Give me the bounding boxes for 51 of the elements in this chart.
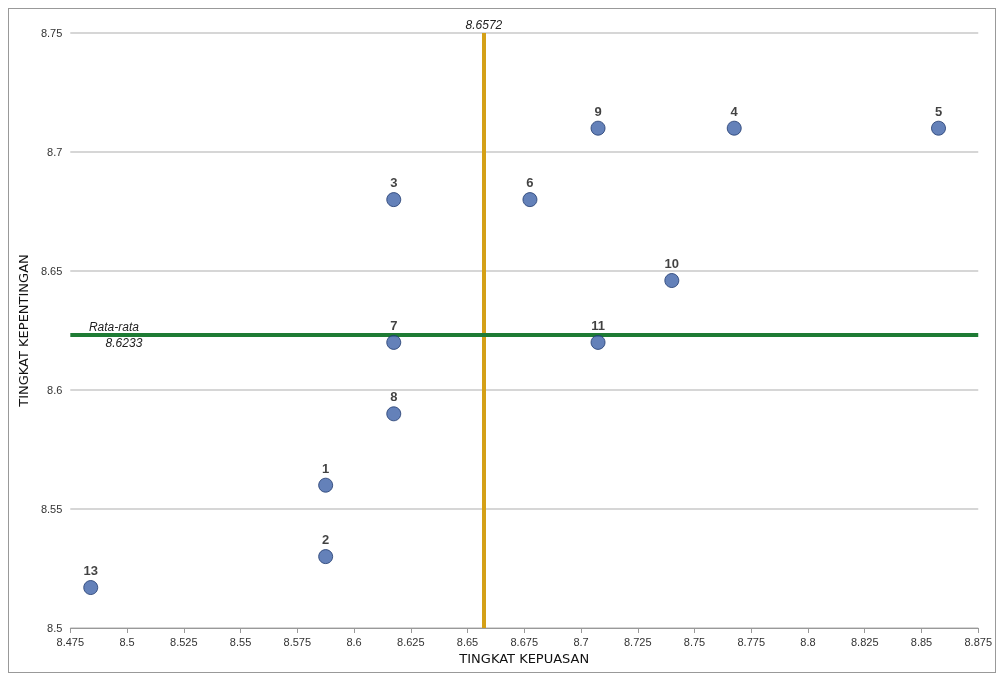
annotation: 4 bbox=[730, 103, 739, 119]
annotation: 5 bbox=[934, 103, 943, 119]
x-tick-label: 8.575 bbox=[283, 635, 312, 648]
y-tick-label: 8.65 bbox=[40, 265, 63, 277]
x-tick-label: 8.6 bbox=[346, 635, 362, 648]
x-tick-label: 8.7 bbox=[573, 635, 589, 648]
annotation: 2 bbox=[322, 532, 330, 548]
annotation: 11 bbox=[591, 317, 605, 333]
ref-line-label: 8.6572 bbox=[465, 18, 503, 32]
point bbox=[83, 580, 99, 596]
annotation: 6 bbox=[526, 175, 534, 191]
point bbox=[386, 334, 402, 350]
annotation: 9 bbox=[594, 103, 602, 119]
point bbox=[931, 120, 947, 136]
y-tick-label: 8.5 bbox=[47, 622, 63, 634]
y-tick-label: 8.75 bbox=[40, 27, 63, 39]
annotation: 3 bbox=[390, 175, 398, 191]
annotation: 8 bbox=[390, 389, 398, 405]
x-tick-label: 8.775 bbox=[737, 635, 766, 648]
point bbox=[318, 477, 334, 493]
y-tick-label: 8.6 bbox=[47, 384, 63, 396]
point bbox=[386, 406, 402, 422]
point bbox=[664, 273, 680, 289]
x-axis-title: TINGKAT KEPUASAN bbox=[458, 650, 590, 666]
point bbox=[318, 549, 334, 565]
y-tick-label: 8.7 bbox=[47, 146, 63, 158]
x-tick-label: 8.5 bbox=[119, 635, 135, 648]
point bbox=[386, 192, 402, 208]
x-tick-label: 8.65 bbox=[456, 635, 479, 648]
y-axis-title: TINGKAT KEPENTINGAN bbox=[16, 254, 31, 408]
point bbox=[726, 120, 742, 136]
ref-line-label: Rata-rata 8.6233 bbox=[88, 319, 143, 350]
x-tick-label: 8.825 bbox=[850, 635, 879, 648]
point bbox=[522, 192, 538, 208]
point bbox=[590, 334, 606, 350]
x-tick-label: 8.675 bbox=[510, 635, 539, 648]
x-tick-label: 8.525 bbox=[170, 635, 198, 648]
x-tick-label: 8.475 bbox=[56, 635, 85, 648]
x-tick-label: 8.725 bbox=[624, 635, 652, 648]
x-tick-label: 8.625 bbox=[397, 635, 425, 648]
x-tick-label: 8.85 bbox=[910, 635, 933, 648]
x-tick-label: 8.55 bbox=[229, 635, 252, 648]
annotation: 10 bbox=[664, 256, 680, 272]
point bbox=[590, 120, 606, 136]
annotation: 7 bbox=[390, 317, 398, 333]
annotation: 13 bbox=[83, 563, 98, 579]
x-tick-label: 8.8 bbox=[800, 635, 816, 648]
y-tick-label: 8.55 bbox=[40, 503, 63, 515]
x-tick-label: 8.75 bbox=[683, 635, 706, 648]
annotation: 1 bbox=[322, 460, 330, 476]
x-tick-label: 8.875 bbox=[964, 635, 992, 648]
